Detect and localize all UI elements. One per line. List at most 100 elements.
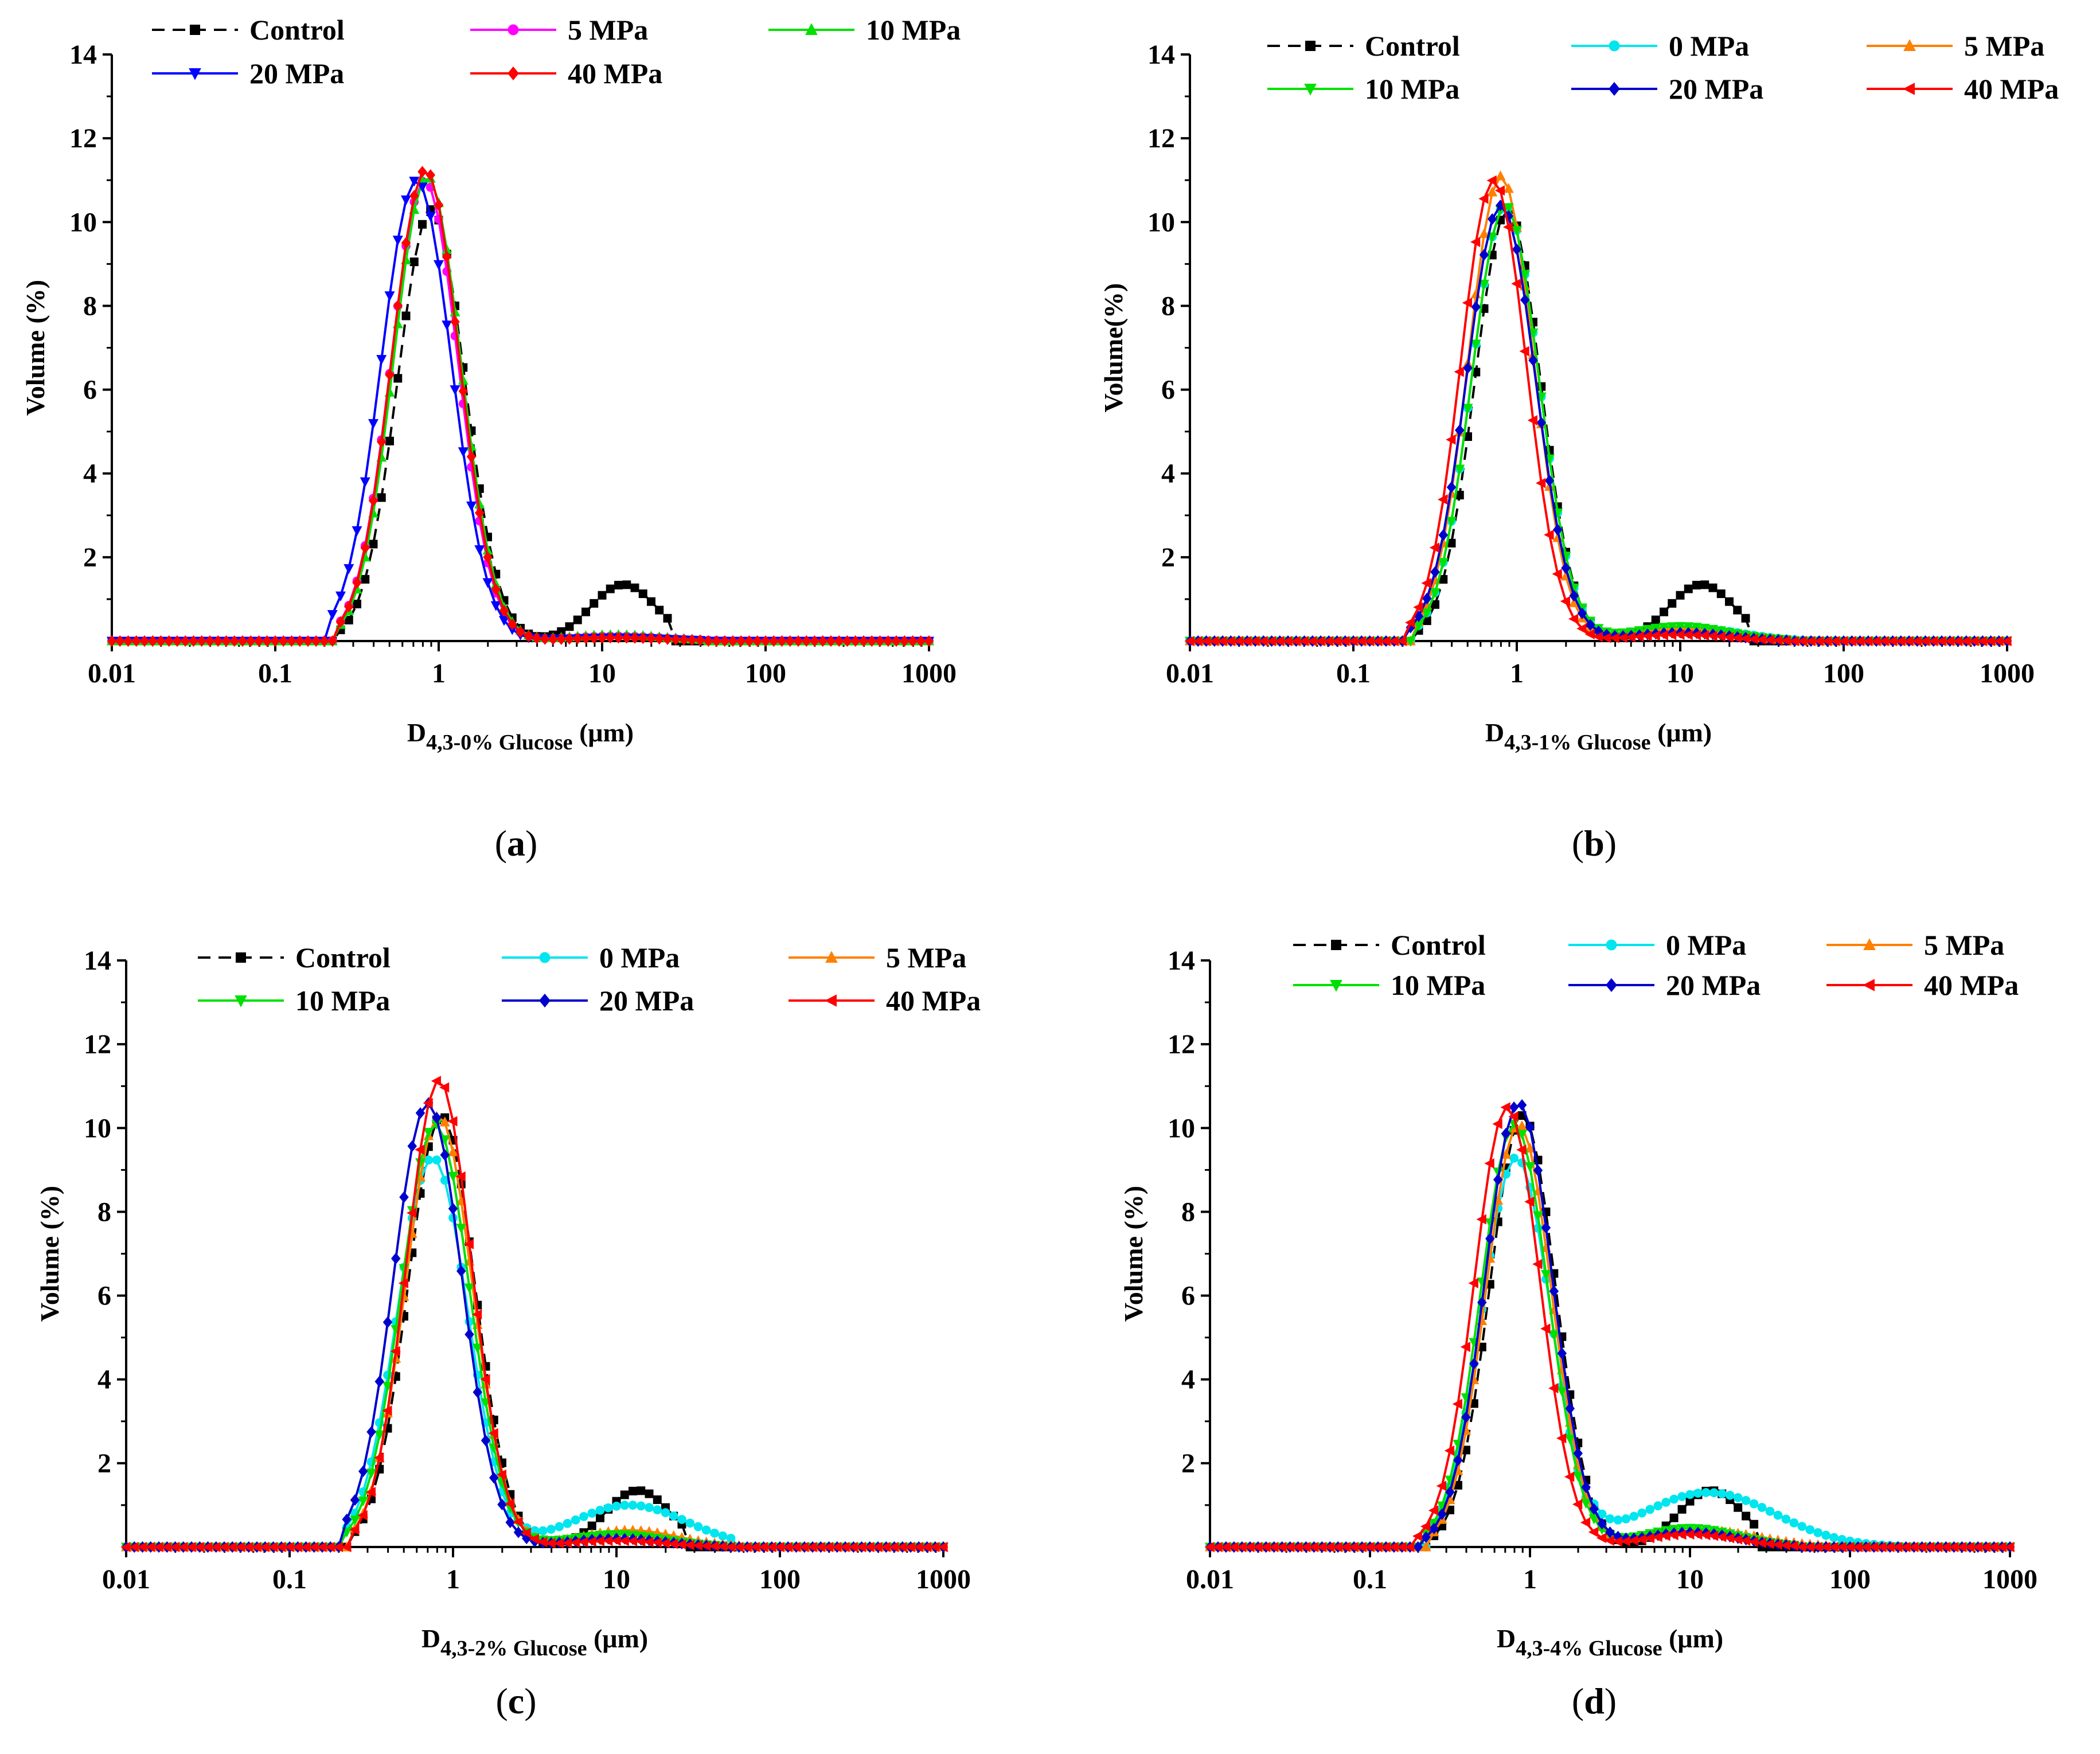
data-point	[161, 1542, 171, 1552]
data-point	[1512, 243, 1522, 255]
data-point	[1628, 1535, 1638, 1546]
data-point	[807, 1542, 817, 1552]
data-point	[532, 632, 542, 644]
data-point	[1605, 1526, 1615, 1538]
data-point	[417, 182, 428, 193]
data-point	[777, 635, 787, 647]
data-point	[578, 1537, 588, 1548]
data-point	[431, 1076, 441, 1087]
data-point	[1266, 636, 1276, 646]
data-point	[752, 635, 762, 647]
y-tick-label: 2	[83, 542, 97, 573]
legend-label: 0 MPa	[1666, 929, 1746, 961]
data-point	[458, 374, 469, 385]
x-tick-label: 1	[446, 1564, 460, 1595]
y-tick-label: 14	[84, 946, 111, 976]
data-point	[128, 1542, 139, 1552]
y-tick-label: 10	[69, 207, 97, 237]
data-point	[685, 1518, 695, 1528]
panel-d: 2 4 6 8 10 12 14 0.01 0.1 1 10 100 1000 Volume (%) D4,…	[1119, 929, 2037, 1721]
data-point	[905, 1542, 915, 1552]
data-point	[1548, 1330, 1559, 1341]
data-point	[1568, 597, 1579, 607]
data-point	[637, 1486, 646, 1495]
y-tick-label: 6	[1161, 375, 1175, 405]
data-point	[448, 1202, 458, 1215]
data-point	[368, 419, 378, 429]
x-axis-title: D4,3-1% Glucose (μm)	[1485, 718, 1712, 755]
data-point	[107, 635, 117, 647]
data-point	[1642, 631, 1652, 642]
legend-item: 40 MPa	[789, 985, 981, 1017]
data-point	[709, 1541, 719, 1552]
x-tick-label: 0.1	[258, 658, 292, 689]
data-point	[834, 635, 844, 647]
data-point	[1519, 346, 1529, 357]
data-point	[563, 1519, 572, 1528]
data-point	[1532, 1259, 1543, 1269]
data-point	[1564, 1434, 1575, 1445]
data-point	[1805, 1525, 1815, 1534]
series-40-mpa	[120, 1076, 948, 1552]
data-point	[292, 1542, 302, 1552]
data-point	[611, 1536, 621, 1546]
data-point	[655, 605, 664, 615]
legend-item: Control	[152, 14, 345, 46]
data-point	[555, 1522, 564, 1532]
data-point	[382, 1316, 393, 1329]
data-point	[840, 1542, 850, 1552]
data-point	[1544, 529, 1554, 540]
data-point	[1561, 562, 1571, 574]
data-point	[450, 385, 460, 396]
data-point	[1220, 1542, 1231, 1552]
data-point	[1315, 636, 1325, 646]
data-point	[1895, 636, 1906, 646]
data-point	[571, 1515, 580, 1525]
data-point	[1765, 634, 1775, 645]
data-point	[365, 1487, 376, 1498]
data-point	[537, 1537, 548, 1548]
data-point	[1508, 1111, 1519, 1122]
data-point	[472, 1309, 482, 1320]
data-point	[1484, 1158, 1494, 1169]
y-tick-label: 2	[97, 1448, 111, 1479]
y-tick-label: 4	[1181, 1365, 1195, 1395]
data-point	[287, 635, 296, 647]
data-point	[1977, 636, 1987, 646]
data-point	[710, 1528, 719, 1538]
data-point	[774, 1542, 784, 1552]
data-point	[1797, 1522, 1807, 1531]
data-point	[1756, 1537, 1767, 1548]
legend-marker	[1330, 980, 1342, 992]
data-point	[1741, 1496, 1751, 1505]
data-point	[1573, 1447, 1583, 1459]
y-tick-label: 10	[1168, 1113, 1195, 1143]
data-point	[1463, 432, 1472, 441]
data-point	[473, 1386, 482, 1398]
legend: Control 0 MPa 5 MPa 10 MPa 20 MPa 40 MPa	[198, 942, 981, 1017]
data-point	[1879, 636, 1889, 646]
data-point	[1332, 1542, 1342, 1552]
data-point	[1716, 1532, 1727, 1542]
data-point	[1524, 1196, 1535, 1207]
data-point	[350, 1515, 360, 1526]
data-point	[1666, 630, 1677, 640]
data-point	[924, 635, 934, 647]
data-point	[581, 607, 590, 616]
data-point	[891, 635, 901, 647]
data-point	[1192, 636, 1203, 646]
y-tick-label: 4	[83, 459, 97, 489]
data-point	[1724, 1533, 1735, 1544]
data-point	[1316, 1542, 1326, 1552]
data-point	[426, 169, 435, 181]
data-point	[1732, 1534, 1743, 1545]
data-point	[1903, 636, 1914, 646]
data-point	[1244, 1542, 1255, 1552]
data-point	[1528, 328, 1539, 339]
data-point	[1634, 631, 1644, 642]
data-point	[1780, 1540, 1790, 1551]
data-point	[392, 235, 403, 246]
x-tick-label: 10	[588, 658, 616, 689]
data-point	[848, 1542, 858, 1552]
data-point	[728, 635, 738, 647]
